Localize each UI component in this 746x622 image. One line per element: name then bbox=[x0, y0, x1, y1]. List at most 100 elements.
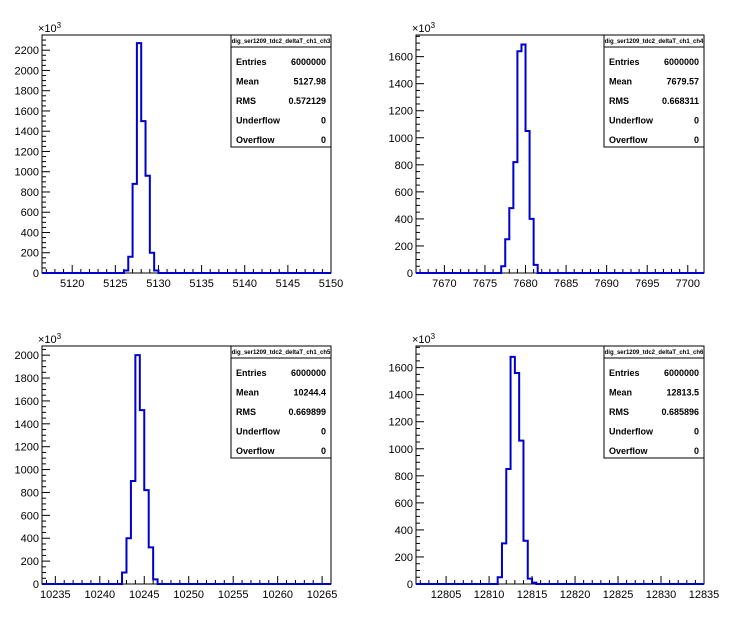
stats-label: Underflow bbox=[236, 427, 281, 437]
y-tick-label: 1000 bbox=[15, 167, 39, 179]
y-tick-label: 1600 bbox=[389, 363, 413, 375]
y-multiplier-label: ×103 bbox=[412, 21, 436, 35]
y-tick-label: 800 bbox=[21, 487, 39, 499]
x-tick-label: 10235 bbox=[40, 589, 71, 601]
y-tick-label: 1400 bbox=[15, 419, 39, 431]
histogram-panel-ch6: ×103 0 200 400 600 800 1000 1200 1400 1600 12805 12… bbox=[389, 332, 720, 601]
y-tick-label: 1000 bbox=[389, 444, 413, 456]
stats-box bbox=[603, 34, 705, 148]
x-tick-label: 7695 bbox=[635, 278, 659, 290]
y-multiplier-exponent: 3 bbox=[431, 21, 436, 30]
y-tick-label: 2200 bbox=[15, 45, 39, 57]
y-tick-label: 600 bbox=[21, 510, 39, 522]
y-multiplier-base: ×10 bbox=[38, 23, 57, 35]
x-tick-label: 12810 bbox=[474, 589, 505, 601]
x-tick-label: 7680 bbox=[513, 278, 537, 290]
y-tick-label: 1600 bbox=[15, 396, 39, 408]
stats-label: Entries bbox=[609, 368, 640, 378]
y-multiplier-exponent: 3 bbox=[57, 21, 62, 30]
stats-value: 0 bbox=[694, 446, 699, 456]
stats-title: dig_ser1209_tdc2_deltaT_ch1_ch3 bbox=[232, 39, 331, 45]
y-tick-label: 2000 bbox=[15, 350, 39, 362]
y-tick-label: 1600 bbox=[15, 106, 39, 118]
x-tick-label: 12815 bbox=[517, 589, 548, 601]
stats-label: Overflow bbox=[236, 446, 276, 456]
x-tick-label: 12830 bbox=[646, 589, 677, 601]
x-tick-label: 7690 bbox=[594, 278, 618, 290]
y-tick-label: 1000 bbox=[389, 133, 413, 145]
y-tick-label: 1400 bbox=[15, 126, 39, 138]
stats-value: 0 bbox=[694, 116, 699, 126]
stats-value: 5127.98 bbox=[293, 77, 326, 87]
stats-value: 0.668311 bbox=[662, 96, 699, 106]
stats-title: dig_ser1209_tdc2_deltaT_ch1_ch4 bbox=[605, 39, 704, 45]
stats-value: 10244.4 bbox=[293, 388, 326, 398]
y-tick-label: 400 bbox=[21, 533, 39, 545]
stats-label: Mean bbox=[236, 77, 259, 87]
y-tick-label: 1800 bbox=[15, 373, 39, 385]
y-tick-label: 1600 bbox=[389, 52, 413, 64]
stats-label: RMS bbox=[236, 96, 256, 106]
x-tick-label: 5135 bbox=[189, 278, 213, 290]
y-tick-label: 1000 bbox=[15, 465, 39, 477]
stats-label: RMS bbox=[609, 96, 629, 106]
x-tick-label: 5145 bbox=[276, 278, 300, 290]
x-tick-label: 7675 bbox=[473, 278, 497, 290]
x-tick-label: 7685 bbox=[554, 278, 578, 290]
x-tick-label: 5150 bbox=[319, 278, 343, 290]
x-tick-label: 12825 bbox=[603, 589, 634, 601]
stats-value: 0 bbox=[694, 427, 699, 437]
y-tick-label: 200 bbox=[21, 248, 39, 260]
stats-value: 6000000 bbox=[291, 368, 326, 378]
histogram-outline bbox=[42, 354, 331, 585]
y-multiplier-base: ×10 bbox=[412, 23, 431, 35]
stats-box bbox=[230, 345, 332, 459]
y-multiplier-base: ×10 bbox=[38, 334, 57, 346]
stats-title: dig_ser1209_tdc2_deltaT_ch1_ch6 bbox=[605, 350, 704, 356]
stats-label: RMS bbox=[236, 407, 256, 417]
histogram-panel-ch3: ×103 0 200 400 600 800 1000 1200 1400 1600 1800 200… bbox=[15, 21, 344, 290]
x-tick-label: 12835 bbox=[689, 589, 720, 601]
y-tick-label: 1200 bbox=[389, 106, 413, 118]
stats-box bbox=[230, 34, 332, 148]
histogram-outline bbox=[416, 43, 704, 274]
y-tick-label: 400 bbox=[21, 227, 39, 239]
x-tick-label: 7700 bbox=[676, 278, 700, 290]
y-tick-label: 1400 bbox=[389, 79, 413, 91]
y-tick-label: 1200 bbox=[15, 146, 39, 158]
x-tick-label: 10265 bbox=[307, 589, 338, 601]
x-tick-label: 10255 bbox=[218, 589, 249, 601]
y-tick-label: 1400 bbox=[389, 390, 413, 402]
x-tick-label: 12820 bbox=[560, 589, 591, 601]
x-tick-label: 5120 bbox=[60, 278, 84, 290]
y-tick-label: 0 bbox=[407, 579, 413, 591]
histogram-outline bbox=[416, 355, 704, 585]
y-tick-label: 800 bbox=[395, 160, 413, 172]
stats-value: 0 bbox=[321, 135, 326, 145]
y-tick-label: 0 bbox=[33, 579, 39, 591]
stats-label: Entries bbox=[236, 368, 267, 378]
y-tick-label: 200 bbox=[395, 241, 413, 253]
y-multiplier-label: ×103 bbox=[412, 332, 436, 346]
stats-value: 6000000 bbox=[664, 57, 699, 67]
stats-label: Underflow bbox=[609, 427, 654, 437]
x-tick-label: 5140 bbox=[232, 278, 256, 290]
x-tick-label: 7670 bbox=[432, 278, 456, 290]
x-tick-label: 10240 bbox=[85, 589, 116, 601]
y-multiplier-label: ×103 bbox=[38, 21, 62, 35]
y-multiplier-exponent: 3 bbox=[57, 332, 62, 341]
y-tick-label: 600 bbox=[395, 498, 413, 510]
y-multiplier-label: ×103 bbox=[38, 332, 62, 346]
y-multiplier-base: ×10 bbox=[412, 334, 431, 346]
y-multiplier-exponent: 3 bbox=[431, 332, 436, 341]
histogram-outline bbox=[42, 42, 331, 274]
y-tick-label: 200 bbox=[21, 556, 39, 568]
stats-label: Entries bbox=[236, 57, 267, 67]
y-tick-label: 1200 bbox=[389, 417, 413, 429]
y-tick-label: 600 bbox=[21, 207, 39, 219]
stats-label: Underflow bbox=[236, 116, 281, 126]
stats-label: Overflow bbox=[236, 135, 276, 145]
stats-value: 0.669899 bbox=[288, 407, 326, 417]
stats-label: RMS bbox=[609, 407, 629, 417]
x-tick-label: 10260 bbox=[262, 589, 293, 601]
